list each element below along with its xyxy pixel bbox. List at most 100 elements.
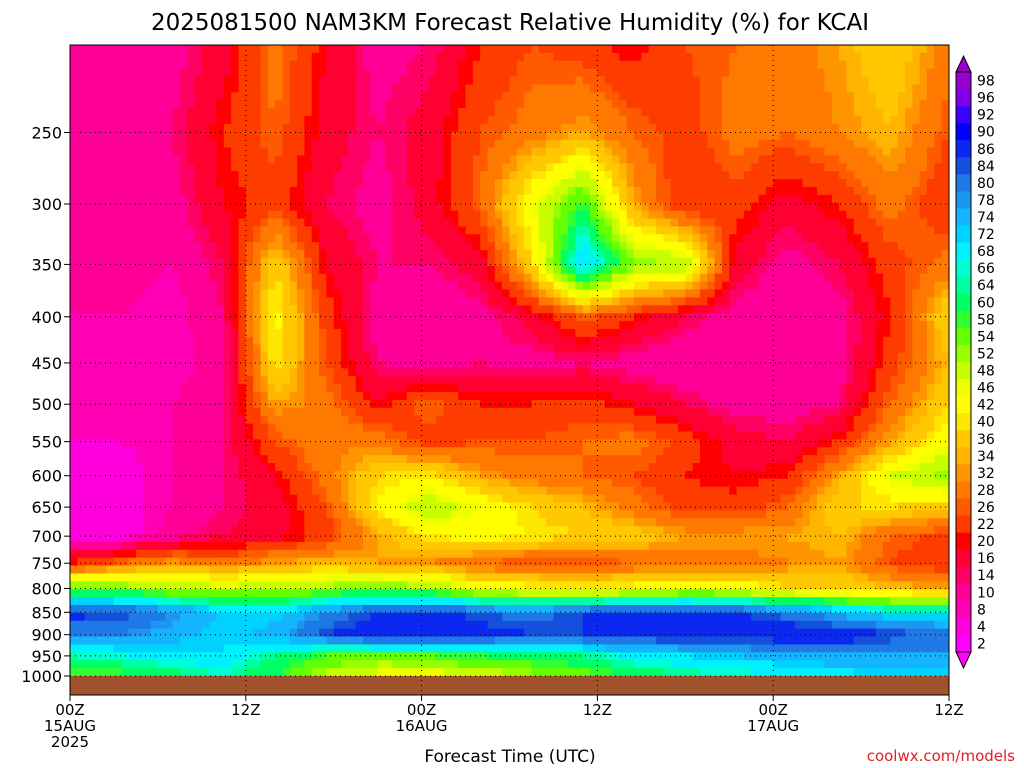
rh-cell <box>135 45 144 54</box>
rh-cell <box>355 368 364 377</box>
rh-cell <box>912 179 921 188</box>
rh-cell <box>253 328 262 338</box>
rh-cell <box>370 155 379 164</box>
rh-cell <box>414 163 423 172</box>
rh-cell <box>927 336 935 346</box>
rh-cell <box>714 45 723 54</box>
rh-cell <box>311 257 320 267</box>
rh-cell <box>670 115 679 125</box>
rh-cell <box>524 313 533 322</box>
rh-cell <box>941 194 949 204</box>
rh-cell <box>883 115 891 125</box>
rh-cell <box>729 123 738 133</box>
rh-cell <box>113 115 122 125</box>
rh-cell <box>150 273 159 283</box>
rh-cell <box>802 289 811 298</box>
rh-cell <box>480 360 489 369</box>
rh-cell <box>692 84 701 93</box>
rh-cell <box>912 147 921 157</box>
rh-cell <box>743 265 752 275</box>
rh-cell <box>546 100 555 109</box>
rh-cell <box>934 202 943 212</box>
rh-cell <box>927 344 935 354</box>
rh-cell <box>905 108 913 117</box>
rh-cell <box>714 289 723 298</box>
rh-cell <box>839 289 848 298</box>
rh-cell <box>758 336 767 346</box>
rh-cell <box>721 352 730 362</box>
rh-cell <box>443 265 452 275</box>
rh-cell <box>538 163 547 172</box>
rh-cell <box>568 179 577 188</box>
rh-cell <box>509 186 518 196</box>
rh-cell <box>641 250 650 259</box>
rh-cell <box>919 115 928 125</box>
rh-cell <box>626 234 635 243</box>
rh-cell <box>223 131 232 141</box>
rh-cell <box>663 360 672 369</box>
rh-cell <box>289 344 298 354</box>
rh-cell <box>70 68 78 78</box>
rh-cell <box>370 194 379 204</box>
rh-cell <box>736 297 745 306</box>
rh-cell <box>450 234 459 243</box>
rh-cell <box>187 108 196 117</box>
rh-cell <box>743 250 752 259</box>
rh-cell <box>692 218 701 228</box>
rh-cell <box>106 328 115 338</box>
rh-cell <box>187 45 196 54</box>
rh-cell <box>245 171 254 180</box>
rh-cell <box>282 163 291 172</box>
rh-cell <box>846 194 855 204</box>
rh-cell <box>326 360 335 369</box>
rh-cell <box>546 226 555 235</box>
rh-cell <box>135 68 144 78</box>
rh-cell <box>824 84 833 93</box>
rh-cell <box>509 273 518 283</box>
rh-cell <box>436 52 445 62</box>
rh-cell <box>106 360 115 369</box>
rh-cell <box>421 108 430 117</box>
rh-cell <box>216 273 225 283</box>
rh-cell <box>648 194 657 204</box>
rh-cell <box>392 115 401 125</box>
rh-cell <box>201 328 210 338</box>
rh-cell <box>194 45 203 54</box>
rh-cell <box>780 297 789 306</box>
rh-cell <box>370 60 379 70</box>
rh-cell <box>458 328 467 338</box>
rh-cell <box>450 257 459 267</box>
rh-cell <box>751 131 760 141</box>
rh-cell <box>341 147 349 157</box>
rh-cell <box>150 305 159 314</box>
rh-cell <box>883 131 891 141</box>
rh-cell <box>656 336 664 346</box>
rh-cell <box>677 289 686 298</box>
rh-cell <box>194 321 203 330</box>
rh-cell <box>824 163 833 172</box>
rh-cell <box>634 179 642 188</box>
rh-cell <box>106 100 115 109</box>
rh-cell <box>626 360 635 369</box>
rh-cell <box>267 171 276 180</box>
rh-cell <box>267 123 276 133</box>
rh-cell <box>604 265 613 275</box>
rh-cell <box>267 242 276 251</box>
rh-cell <box>494 250 503 259</box>
rh-cell <box>502 194 511 204</box>
rh-cell <box>927 139 935 149</box>
rh-cell <box>663 45 672 54</box>
rh-cell <box>604 186 613 196</box>
rh-cell <box>406 68 415 78</box>
rh-cell <box>443 139 452 149</box>
rh-cell <box>780 163 789 172</box>
rh-cell <box>326 100 335 109</box>
rh-cell <box>839 84 848 93</box>
rh-cell <box>765 226 774 235</box>
rh-cell <box>516 328 525 338</box>
rh-cell <box>179 265 188 275</box>
rh-cell <box>172 108 181 117</box>
rh-cell <box>853 131 862 141</box>
rh-cell <box>619 321 628 330</box>
rh-cell <box>179 226 188 235</box>
